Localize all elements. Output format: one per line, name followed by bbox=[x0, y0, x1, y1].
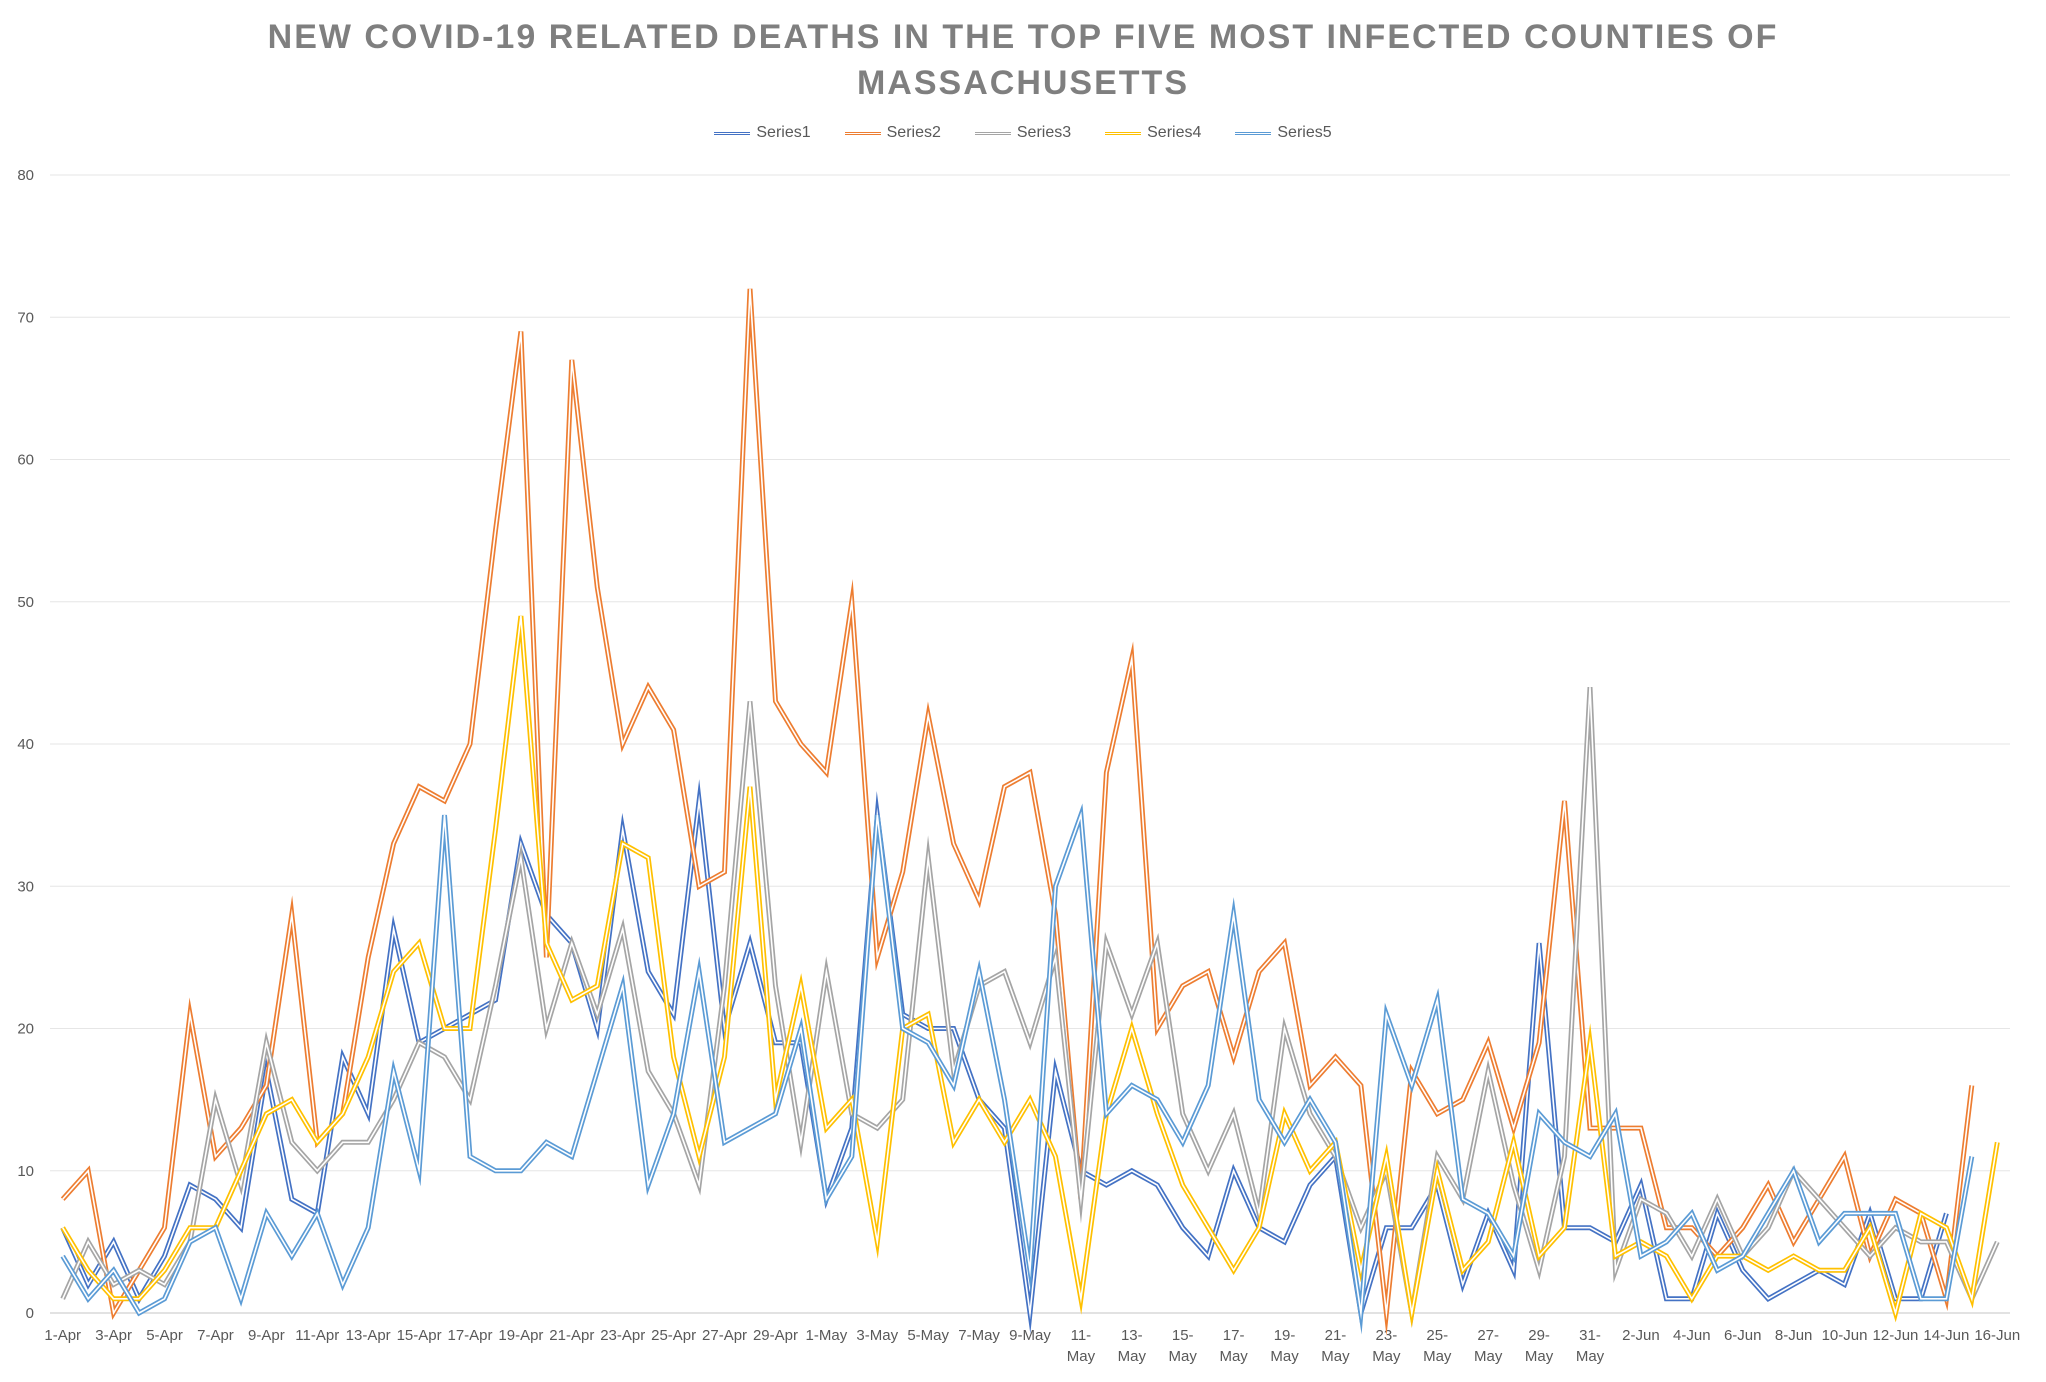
y-tick-label: 0 bbox=[26, 1305, 34, 1322]
legend-swatch bbox=[974, 131, 1011, 135]
x-tick-label: 13-May bbox=[1118, 1327, 1147, 1365]
series-line bbox=[60, 615, 2000, 1328]
x-tick-label: 23-May bbox=[1372, 1327, 1401, 1365]
x-tick-label: 23-Apr bbox=[600, 1327, 645, 1344]
series-line bbox=[60, 288, 1975, 1337]
x-tick-label: 16-Jun bbox=[1974, 1327, 2020, 1344]
x-tick-label: 4-Jun bbox=[1673, 1327, 1711, 1344]
x-tick-label: 17-May bbox=[1219, 1327, 1248, 1365]
x-tick-label: 3-May bbox=[856, 1327, 898, 1344]
x-tick-label: 13-Apr bbox=[346, 1327, 391, 1344]
legend-label: Series3 bbox=[1016, 124, 1072, 141]
x-tick-label: 12-Jun bbox=[1873, 1327, 1919, 1344]
legend-swatch bbox=[1235, 131, 1272, 135]
chart-title-line-2: MASSACHUSETTS bbox=[856, 64, 1190, 102]
chart-title: NEW COVID-19 RELATED DEATHS IN THE TOP F… bbox=[0, 14, 2046, 106]
x-tick-label: 15-Apr bbox=[397, 1327, 442, 1344]
legend-item-series3: Series3 bbox=[974, 124, 1072, 142]
x-tick-label: 6-Jun bbox=[1724, 1327, 1762, 1344]
legend-label: Series1 bbox=[756, 124, 811, 141]
x-tick-label: 5-May bbox=[907, 1327, 949, 1344]
legend-item-series5: Series5 bbox=[1235, 124, 1332, 142]
y-tick-label: 10 bbox=[17, 1163, 34, 1180]
legend-swatch bbox=[714, 131, 751, 135]
x-tick-label: 2-Jun bbox=[1622, 1327, 1660, 1344]
x-tick-label: 19-May bbox=[1270, 1327, 1299, 1365]
x-tick-label: 9-Apr bbox=[248, 1327, 285, 1344]
series-series2 bbox=[60, 288, 1975, 1337]
x-tick-label: 11-Apr bbox=[295, 1327, 339, 1344]
y-tick-label: 70 bbox=[17, 309, 34, 326]
x-tick-label: 5-Apr bbox=[146, 1327, 183, 1344]
series-line-inner bbox=[62, 288, 1973, 1321]
x-tick-label: 31-May bbox=[1576, 1327, 1605, 1365]
series-series5 bbox=[60, 803, 1975, 1335]
legend-swatch bbox=[844, 131, 881, 135]
x-tick-label: 19-Apr bbox=[498, 1327, 543, 1344]
x-tick-label: 29-May bbox=[1525, 1327, 1554, 1365]
y-tick-label: 50 bbox=[17, 594, 34, 611]
series-series4 bbox=[60, 615, 2000, 1328]
y-tick-label: 30 bbox=[17, 878, 34, 895]
x-tick-label: 11-May bbox=[1067, 1327, 1096, 1365]
x-tick-label: 7-May bbox=[958, 1327, 1000, 1344]
y-tick-label: 20 bbox=[17, 1021, 34, 1038]
x-tick-label: 10-Jun bbox=[1822, 1327, 1868, 1344]
series-line-inner bbox=[62, 615, 1999, 1318]
legend-label: Series2 bbox=[886, 124, 941, 141]
x-tick-label: 27-May bbox=[1474, 1327, 1503, 1365]
legend-label: Series4 bbox=[1147, 124, 1202, 141]
legend-item-series2: Series2 bbox=[844, 124, 941, 142]
x-tick-label: 15-May bbox=[1169, 1327, 1198, 1365]
x-tick-label: 9-May bbox=[1009, 1327, 1051, 1344]
x-tick-label: 7-Apr bbox=[197, 1327, 234, 1344]
y-tick-label: 80 bbox=[17, 167, 34, 184]
x-tick-label: 27-Apr bbox=[702, 1327, 747, 1344]
x-tick-label: 3-Apr bbox=[95, 1327, 132, 1344]
legend-item-series4: Series4 bbox=[1105, 124, 1201, 142]
y-tick-label: 40 bbox=[17, 736, 34, 753]
x-tick-label: 1-May bbox=[806, 1327, 848, 1344]
x-tick-label: 8-Jun bbox=[1775, 1327, 1813, 1344]
legend-swatch bbox=[1105, 131, 1142, 135]
series-series1 bbox=[60, 779, 1949, 1334]
legend-item-series1: Series1 bbox=[714, 124, 811, 142]
chart-legend: Series1 Series2 Series3 Series4 Series5 bbox=[0, 124, 2046, 142]
x-tick-label: 17-Apr bbox=[447, 1327, 492, 1344]
chart-title-line-1: NEW COVID-19 RELATED DEATHS IN THE TOP F… bbox=[267, 18, 1779, 56]
x-tick-label: 25-May bbox=[1423, 1327, 1452, 1365]
x-tick-label: 21-Apr bbox=[549, 1327, 594, 1344]
y-tick-label: 60 bbox=[17, 452, 34, 469]
x-tick-label: 29-Apr bbox=[753, 1327, 798, 1344]
series-line bbox=[60, 779, 1949, 1334]
x-tick-label: 25-Apr bbox=[651, 1327, 696, 1344]
x-tick-label: 14-Jun bbox=[1923, 1327, 1969, 1344]
x-tick-label: 1-Apr bbox=[44, 1327, 81, 1344]
legend-label: Series5 bbox=[1277, 124, 1332, 141]
series-line-inner bbox=[62, 811, 1973, 1320]
x-tick-label: 21-May bbox=[1321, 1327, 1350, 1365]
